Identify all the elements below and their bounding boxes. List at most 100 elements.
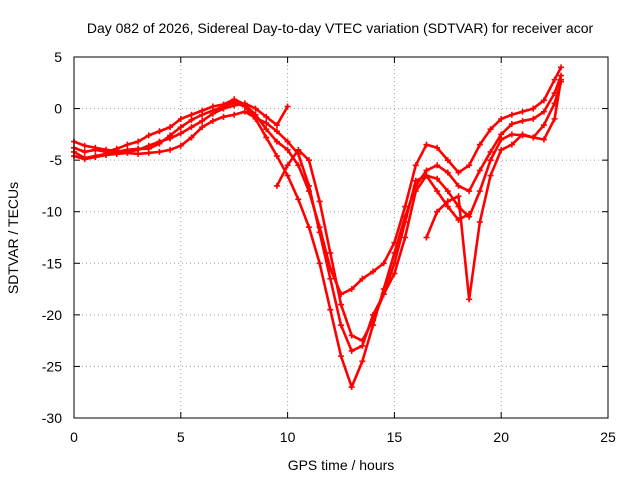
y-tick-label: -15 xyxy=(42,255,62,271)
data-point xyxy=(220,105,227,112)
data-point xyxy=(231,111,238,118)
data-point xyxy=(327,306,334,313)
x-axis-label: GPS time / hours xyxy=(288,457,395,473)
data-point xyxy=(263,126,270,133)
series-trace xyxy=(72,74,563,389)
data-point xyxy=(124,141,131,148)
data-point xyxy=(252,114,259,121)
y-axis-label: SDTVAR / TECUs xyxy=(5,182,21,294)
data-point xyxy=(530,105,537,112)
data-point xyxy=(92,144,99,151)
data-point xyxy=(167,146,174,153)
data-point xyxy=(156,148,163,155)
data-point xyxy=(466,210,473,217)
data-point xyxy=(370,268,377,275)
data-point xyxy=(135,138,142,145)
data-point xyxy=(156,128,163,135)
data-point xyxy=(177,130,184,137)
data-point xyxy=(81,142,88,149)
data-point xyxy=(241,100,248,107)
y-tick-label: -10 xyxy=(42,204,62,220)
data-point xyxy=(135,146,142,153)
data-point xyxy=(455,182,462,189)
data-point xyxy=(273,153,280,160)
data-point xyxy=(402,219,409,226)
data-point xyxy=(423,234,430,241)
data-point xyxy=(316,198,323,205)
data-point xyxy=(444,157,451,164)
data-point xyxy=(466,296,473,303)
data-point xyxy=(103,146,110,153)
data-point xyxy=(530,134,537,141)
data-point xyxy=(241,108,248,115)
data-point xyxy=(423,141,430,148)
data-point xyxy=(455,193,462,200)
y-tick-label: 0 xyxy=(54,101,62,117)
data-point xyxy=(487,157,494,164)
y-tick-label: -30 xyxy=(42,410,62,426)
data-point xyxy=(284,103,291,110)
data-point xyxy=(273,128,280,135)
data-point xyxy=(508,121,515,128)
data-point xyxy=(252,105,259,112)
data-point xyxy=(370,317,377,324)
data-point xyxy=(177,115,184,122)
data-point xyxy=(273,182,280,189)
data-point xyxy=(380,291,387,298)
data-series xyxy=(273,146,473,344)
y-tick-label: -5 xyxy=(50,152,63,168)
data-series xyxy=(71,72,565,391)
y-tick-label: 5 xyxy=(54,49,62,65)
data-point xyxy=(199,117,206,124)
data-point xyxy=(338,322,344,329)
data-point xyxy=(519,117,526,124)
chart-title: Day 082 of 2026, Sidereal Day-to-day VTE… xyxy=(87,20,594,36)
data-point xyxy=(487,148,494,155)
data-point xyxy=(167,124,174,131)
data-point xyxy=(103,151,110,158)
data-point xyxy=(316,260,323,267)
data-point xyxy=(295,162,302,169)
data-point xyxy=(434,162,441,169)
data-point xyxy=(444,169,451,176)
data-point xyxy=(434,144,441,151)
data-point xyxy=(263,134,270,141)
data-point xyxy=(177,142,184,149)
data-point xyxy=(391,239,398,246)
data-point xyxy=(508,141,515,148)
data-point xyxy=(444,188,451,195)
data-point xyxy=(305,224,312,231)
data-point xyxy=(359,358,366,365)
data-point xyxy=(498,146,505,153)
data-point xyxy=(145,149,152,156)
data-point xyxy=(519,131,526,138)
data-point xyxy=(177,124,184,131)
data-point xyxy=(412,162,419,169)
data-point xyxy=(124,148,131,155)
data-point xyxy=(348,332,355,339)
data-point xyxy=(348,384,355,391)
data-point xyxy=(423,172,430,179)
data-point xyxy=(295,146,302,153)
data-point xyxy=(540,97,547,104)
x-tick-label: 20 xyxy=(493,429,509,445)
data-series xyxy=(423,76,565,303)
data-series xyxy=(71,100,291,155)
data-point xyxy=(145,142,152,149)
data-point xyxy=(263,120,270,127)
data-point xyxy=(540,108,547,115)
data-point xyxy=(145,132,152,139)
y-tick-label: -25 xyxy=(42,358,62,374)
data-point xyxy=(498,131,505,138)
data-point xyxy=(284,162,291,169)
data-point xyxy=(188,124,195,131)
data-point xyxy=(231,96,238,103)
x-tick-label: 25 xyxy=(600,429,616,445)
data-point xyxy=(199,107,206,114)
data-point xyxy=(476,188,483,195)
data-point xyxy=(402,234,409,241)
data-point xyxy=(295,196,302,203)
data-point xyxy=(113,147,120,154)
data-point xyxy=(220,113,227,120)
data-point xyxy=(476,219,483,226)
